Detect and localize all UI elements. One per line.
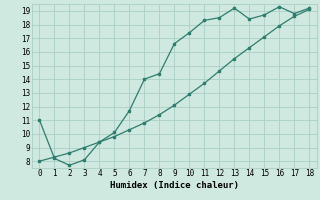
X-axis label: Humidex (Indice chaleur): Humidex (Indice chaleur) <box>110 181 239 190</box>
